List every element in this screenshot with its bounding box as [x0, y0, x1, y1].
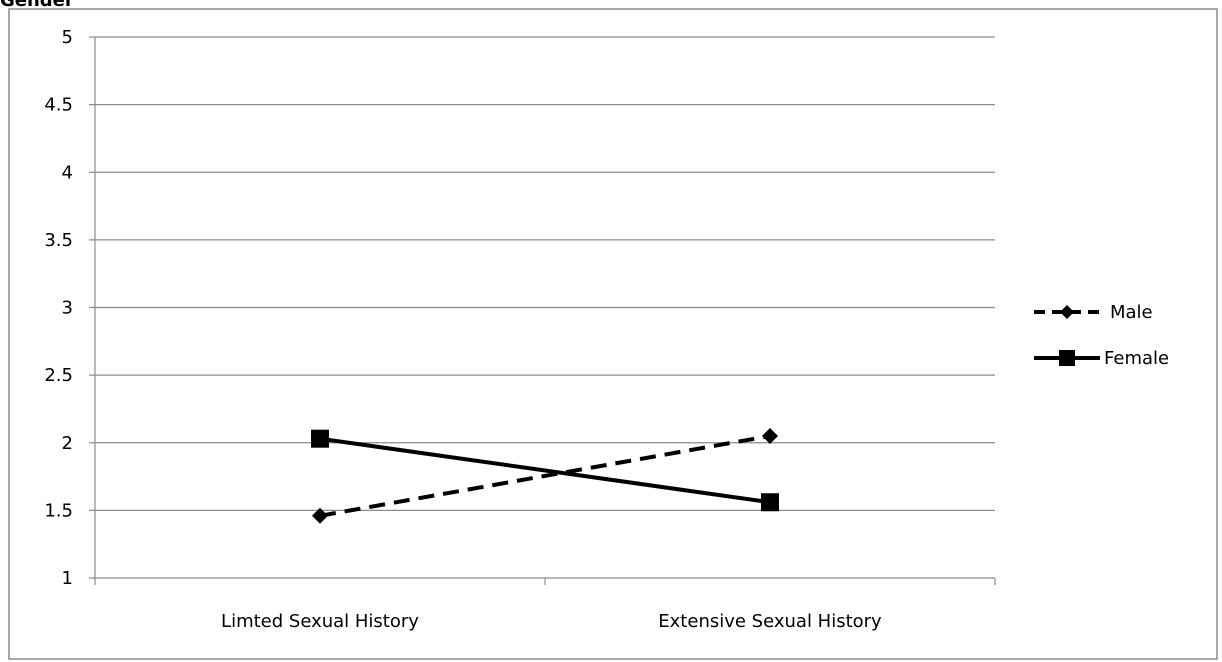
- gridlines: [89, 36, 995, 579]
- y-tick-label: 2: [62, 433, 73, 454]
- series-line-male: [319, 434, 771, 518]
- legend-marker-male: [1060, 305, 1074, 319]
- legend-item-male: Male: [1034, 302, 1153, 323]
- y-tick-label: 5: [62, 27, 73, 48]
- data-point-male: [312, 507, 328, 524]
- series-female: [311, 429, 779, 512]
- chart-title-partial: Gender: [0, 0, 74, 11]
- y-tick-label: 1: [62, 568, 73, 589]
- series-male: [312, 427, 778, 524]
- legend: Male Female: [1034, 302, 1169, 369]
- x-category-labels: Limted Sexual History Extensive Sexual Hi…: [221, 611, 882, 632]
- x-category-label: Limted Sexual History: [221, 611, 419, 632]
- series-group: [311, 427, 779, 524]
- data-point-female: [311, 429, 329, 448]
- chart-frame: [8, 8, 1218, 660]
- y-tick-label: 2.5: [44, 365, 73, 386]
- y-tick-label: 1.5: [44, 500, 73, 521]
- axes: [94, 37, 996, 585]
- y-tick-label: 4: [62, 162, 73, 183]
- y-tick-labels: 1 1.5 2 2.5 3 3.5 4 4.5 5: [44, 27, 73, 589]
- legend-label: Female: [1104, 348, 1169, 369]
- series-line-female: [319, 436, 771, 505]
- y-tick-label: 3.5: [44, 230, 73, 251]
- data-point-female: [761, 493, 779, 512]
- y-tick-label: 4.5: [44, 95, 73, 116]
- x-category-label: Extensive Sexual History: [658, 611, 882, 632]
- y-tick-label: 3: [62, 298, 73, 319]
- legend-label: Male: [1110, 302, 1153, 323]
- legend-item-female: Female: [1034, 348, 1169, 369]
- legend-marker-female: [1059, 350, 1075, 366]
- data-point-male: [762, 427, 778, 444]
